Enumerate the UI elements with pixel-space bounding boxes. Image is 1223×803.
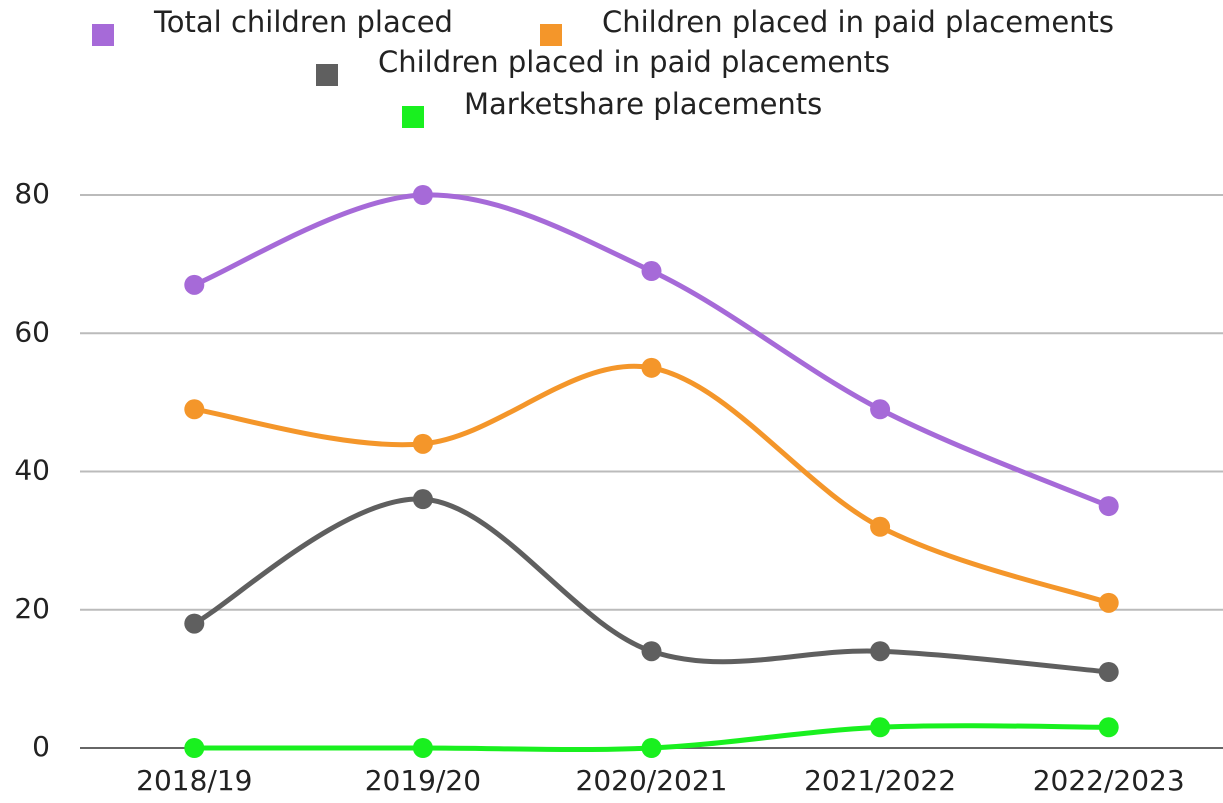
data-point xyxy=(1099,662,1119,682)
data-point xyxy=(1099,717,1119,737)
data-point xyxy=(870,717,890,737)
x-tick-label: 2019/20 xyxy=(365,764,481,797)
data-point xyxy=(413,489,433,509)
data-point xyxy=(870,641,890,661)
y-tick-label: 60 xyxy=(14,315,50,348)
legend-label: Total children placed xyxy=(153,5,453,39)
legend-label: Children placed in paid placements xyxy=(602,5,1114,39)
data-point xyxy=(413,434,433,454)
y-tick-label: 0 xyxy=(32,730,50,763)
data-point xyxy=(642,358,662,378)
data-point xyxy=(1099,496,1119,516)
legend-label: Children placed in paid placements xyxy=(378,45,890,79)
data-point xyxy=(184,275,204,295)
x-tick-label: 2022/2023 xyxy=(1033,764,1185,797)
series-line xyxy=(194,366,1108,603)
legend-swatch xyxy=(402,106,424,128)
data-point xyxy=(642,738,662,758)
data-point xyxy=(184,614,204,634)
data-point xyxy=(870,399,890,419)
legend-swatch xyxy=(92,24,114,46)
legend-label: Marketshare placements xyxy=(464,87,822,121)
data-point xyxy=(184,738,204,758)
chart: 0 20 40 60 80 2018/19 2019/20 2020/2021 2021/202… xyxy=(0,0,1223,803)
y-tick-label: 40 xyxy=(14,454,50,487)
data-point xyxy=(870,517,890,537)
y-tick-label: 80 xyxy=(14,177,50,210)
x-tick-label: 2021/2022 xyxy=(804,764,956,797)
x-tick-label: 2020/2021 xyxy=(576,764,728,797)
y-tick-label: 20 xyxy=(14,592,50,625)
data-point xyxy=(642,261,662,281)
data-point xyxy=(1099,593,1119,613)
legend-swatch xyxy=(540,24,562,46)
data-point xyxy=(413,738,433,758)
x-tick-label: 2018/19 xyxy=(136,764,252,797)
data-point xyxy=(413,185,433,205)
data-point xyxy=(184,399,204,419)
data-point xyxy=(642,641,662,661)
legend-swatch xyxy=(316,64,338,86)
series-line xyxy=(194,195,1108,506)
